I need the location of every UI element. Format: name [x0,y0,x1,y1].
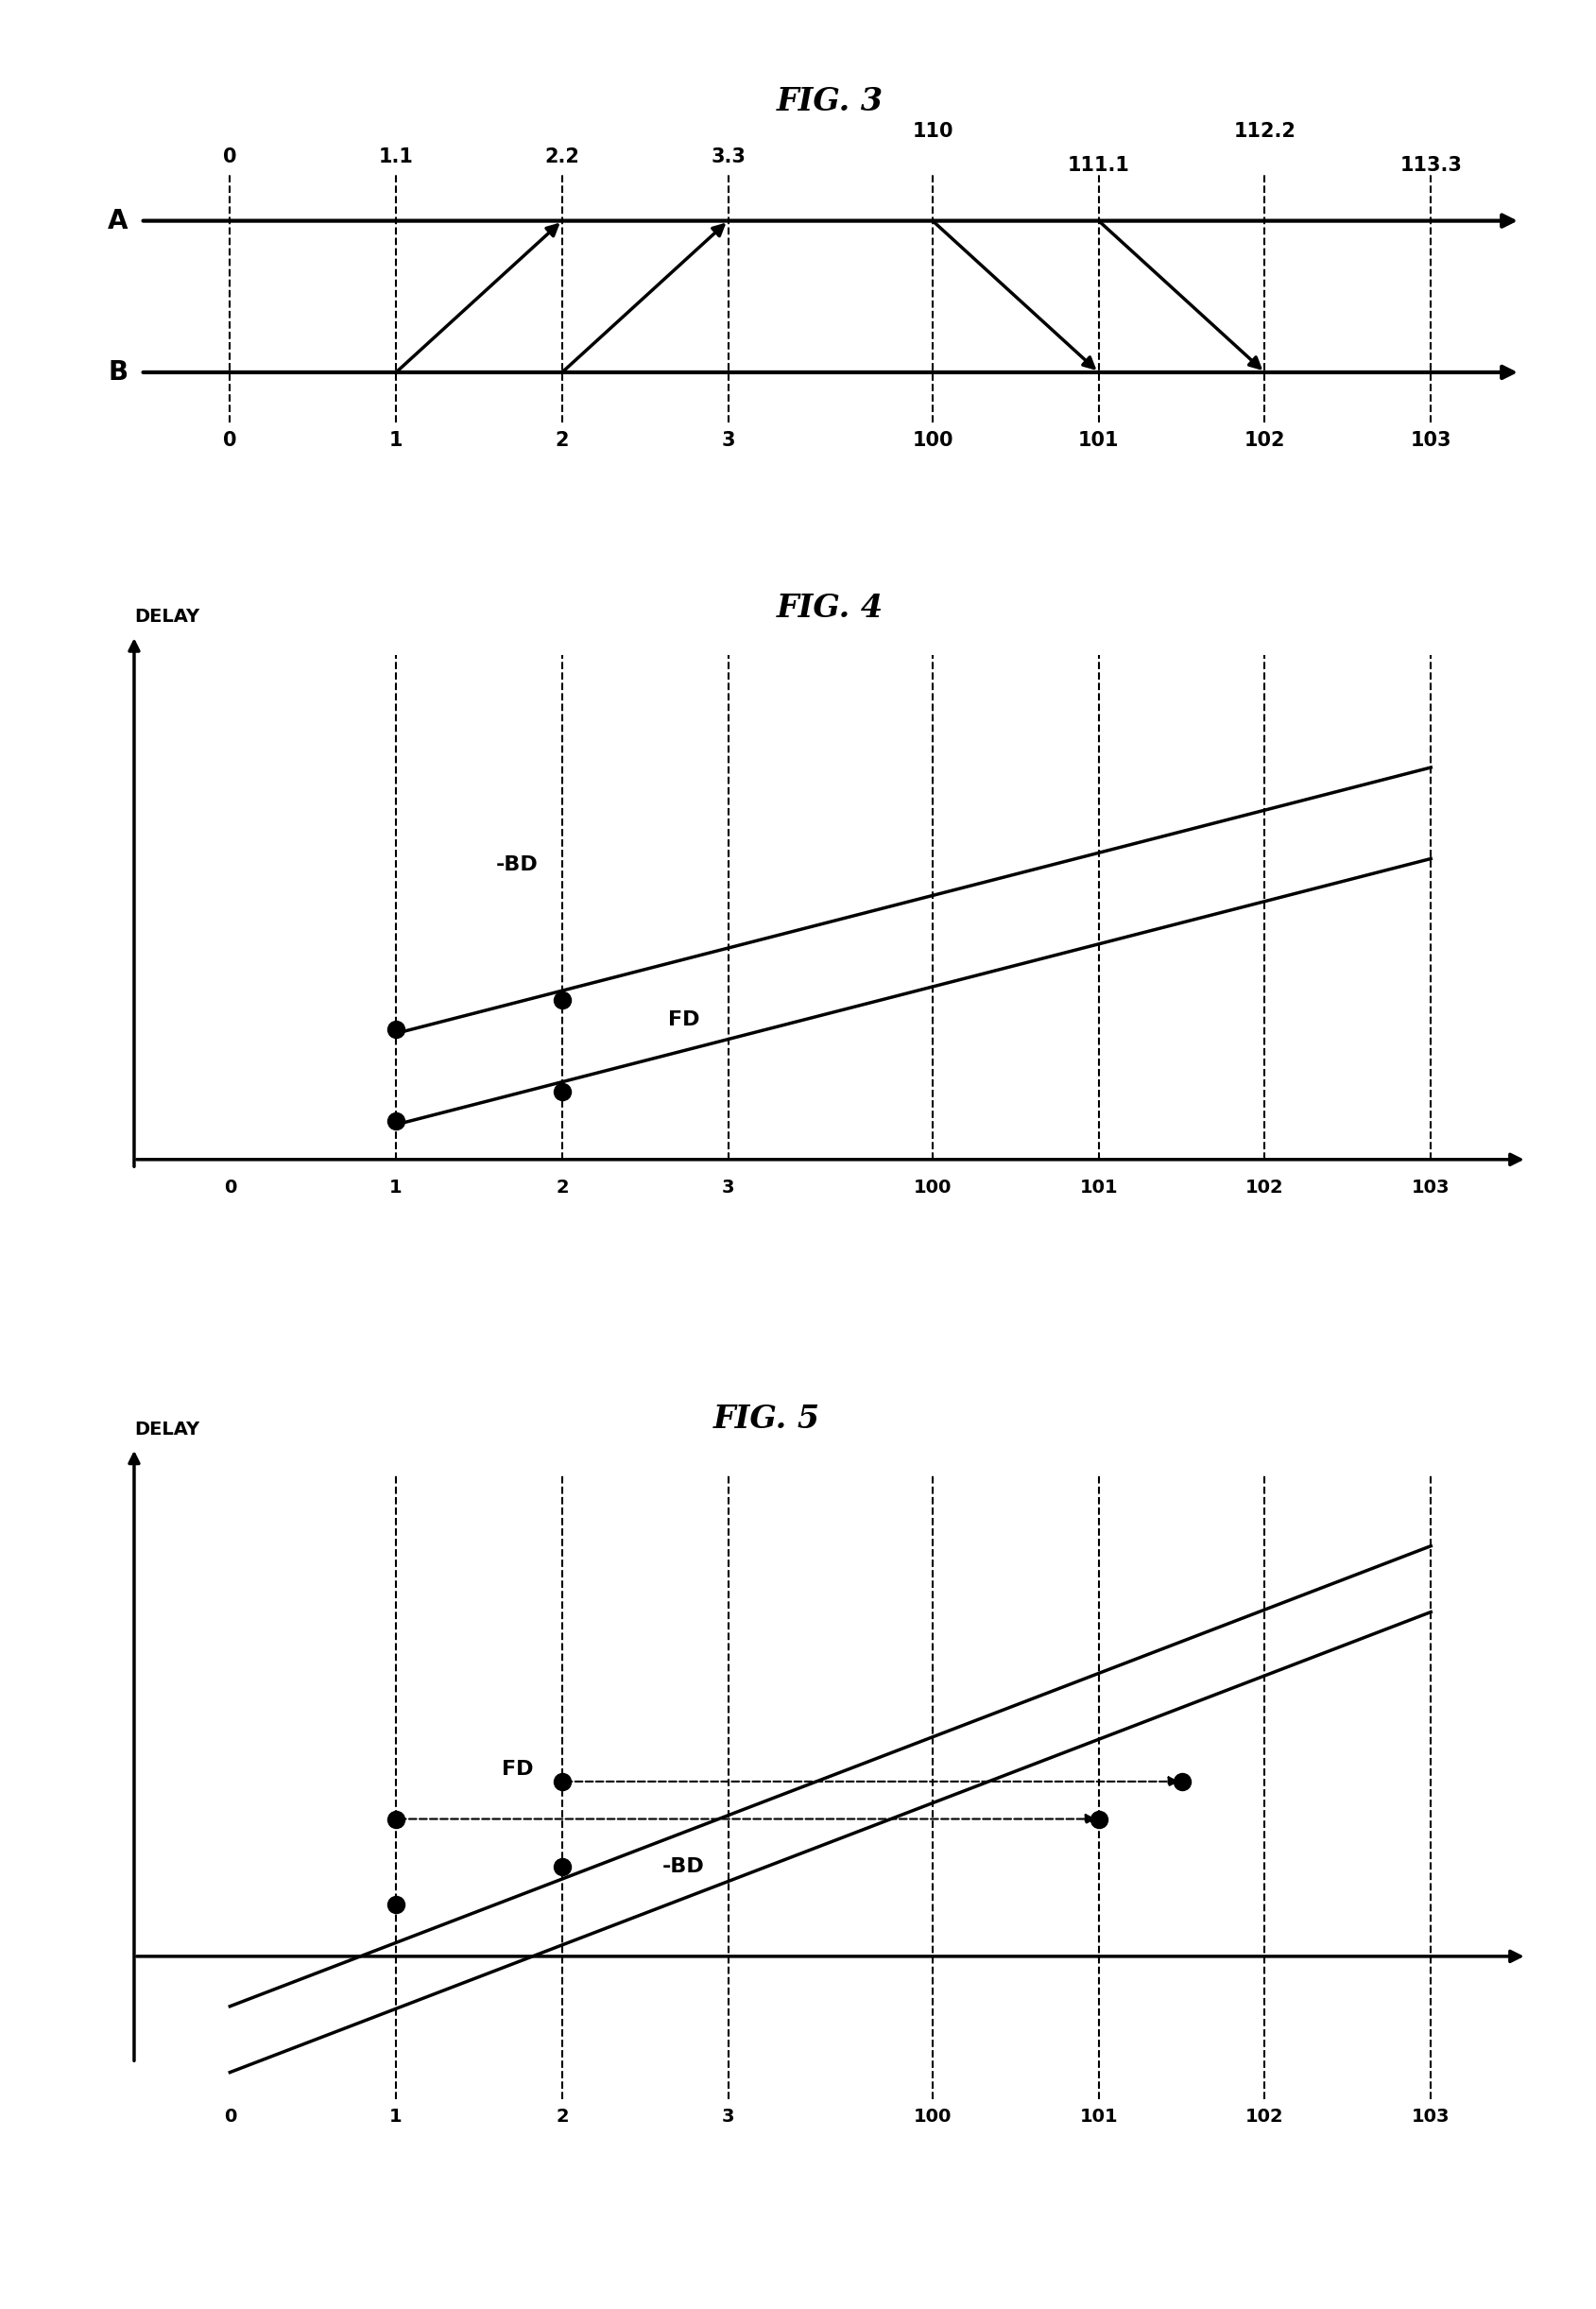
Text: 0: 0 [223,2108,236,2127]
Text: 102: 102 [1245,2108,1283,2127]
Text: 101: 101 [1079,1180,1117,1196]
Text: 103: 103 [1411,1180,1449,1196]
Text: 1: 1 [389,432,402,450]
Text: 0: 0 [223,432,236,450]
Text: DELAY: DELAY [134,1420,200,1439]
Text: 0: 0 [223,1180,236,1196]
Text: 1.1: 1.1 [378,148,413,166]
Text: 101: 101 [1079,2108,1117,2127]
Text: 3: 3 [721,432,734,450]
Text: 100: 100 [911,432,953,450]
Text: 3: 3 [721,2108,734,2127]
Text: 102: 102 [1245,1180,1283,1196]
Text: 2: 2 [555,432,568,450]
Text: 0: 0 [223,148,236,166]
Text: 111.1: 111.1 [1068,155,1128,175]
Text: 110: 110 [911,122,953,141]
Text: FD: FD [501,1759,533,1778]
Text: 102: 102 [1243,432,1285,450]
Text: FD: FD [667,1011,699,1030]
Text: 103: 103 [1411,2108,1449,2127]
Text: FIG. 4: FIG. 4 [777,593,883,623]
Text: 2: 2 [555,2108,568,2127]
Text: 3.3: 3.3 [710,148,745,166]
Text: 1: 1 [389,1180,402,1196]
Text: A: A [107,208,128,233]
Text: FIG. 5: FIG. 5 [713,1404,819,1434]
Text: 2.2: 2.2 [544,148,579,166]
Text: -BD: -BD [496,854,538,873]
Text: FIG. 3: FIG. 3 [777,85,883,118]
Text: DELAY: DELAY [134,607,200,626]
Text: 112.2: 112.2 [1234,122,1294,141]
Text: B: B [109,360,128,386]
Text: 100: 100 [913,1180,951,1196]
Text: -BD: -BD [662,1859,704,1877]
Text: 100: 100 [913,2108,951,2127]
Text: 1: 1 [389,2108,402,2127]
Text: 113.3: 113.3 [1400,155,1460,175]
Text: 2: 2 [555,1180,568,1196]
Text: 3: 3 [721,1180,734,1196]
Text: 103: 103 [1409,432,1451,450]
Text: 101: 101 [1077,432,1119,450]
